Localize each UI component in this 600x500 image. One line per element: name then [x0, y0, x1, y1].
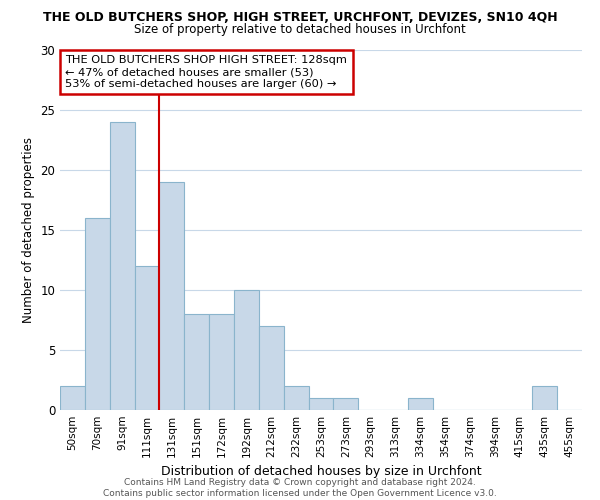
- Bar: [408, 398, 433, 410]
- Bar: [85, 218, 110, 410]
- Bar: [308, 398, 334, 410]
- Y-axis label: Number of detached properties: Number of detached properties: [22, 137, 35, 323]
- Bar: [284, 386, 308, 410]
- Text: THE OLD BUTCHERS SHOP HIGH STREET: 128sqm
← 47% of detached houses are smaller (: THE OLD BUTCHERS SHOP HIGH STREET: 128sq…: [65, 56, 347, 88]
- Text: Size of property relative to detached houses in Urchfont: Size of property relative to detached ho…: [134, 22, 466, 36]
- Bar: [259, 326, 284, 410]
- Text: Contains HM Land Registry data © Crown copyright and database right 2024.
Contai: Contains HM Land Registry data © Crown c…: [103, 478, 497, 498]
- Text: THE OLD BUTCHERS SHOP, HIGH STREET, URCHFONT, DEVIZES, SN10 4QH: THE OLD BUTCHERS SHOP, HIGH STREET, URCH…: [43, 11, 557, 24]
- Bar: [60, 386, 85, 410]
- Bar: [160, 182, 184, 410]
- Bar: [209, 314, 234, 410]
- Bar: [334, 398, 358, 410]
- Bar: [184, 314, 209, 410]
- Bar: [532, 386, 557, 410]
- Bar: [110, 122, 134, 410]
- X-axis label: Distribution of detached houses by size in Urchfont: Distribution of detached houses by size …: [161, 466, 481, 478]
- Bar: [134, 266, 160, 410]
- Bar: [234, 290, 259, 410]
